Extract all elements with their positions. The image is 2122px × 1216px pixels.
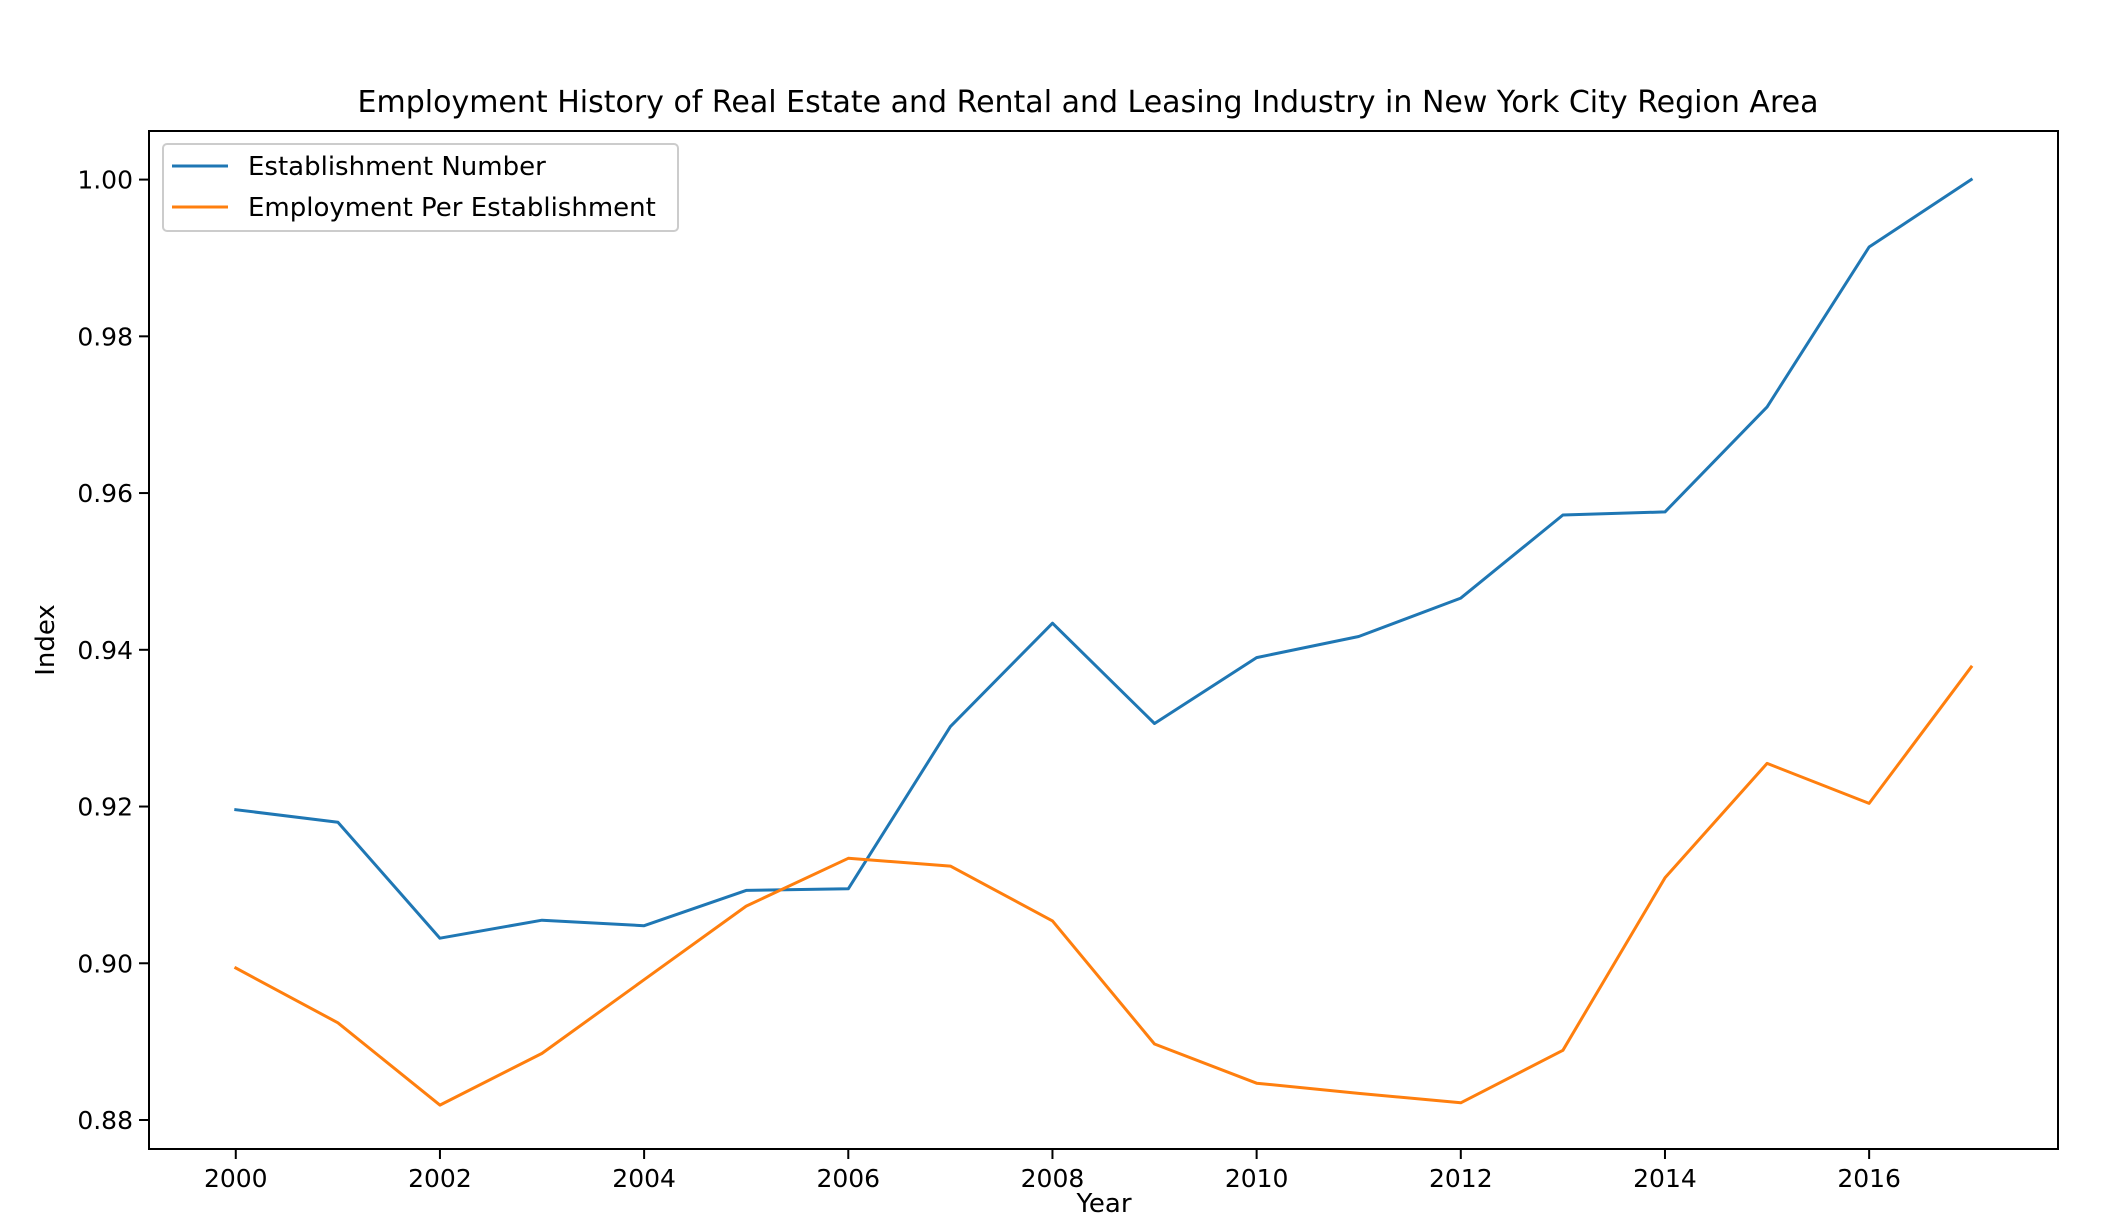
x-axis-label: Year (1075, 1189, 1131, 1216)
x-tick-label: 2006 (816, 1164, 880, 1193)
y-tick-label: 0.88 (77, 1106, 133, 1135)
x-axis: 2000 2002 2004 2006 2008 2010 2012 2014 2016 (204, 1149, 1901, 1193)
legend-label-0: Establishment Number (248, 152, 546, 182)
legend-label-1: Employment Per Establishment (248, 193, 656, 223)
x-tick-label: 2004 (612, 1164, 676, 1193)
x-tick-label: 2002 (408, 1164, 472, 1193)
plot-area (148, 130, 2059, 1150)
y-tick-label: 0.96 (77, 479, 133, 508)
series-line-1 (233, 664, 1974, 1107)
series-line-0 (234, 177, 1974, 940)
y-tick-label: 0.90 (77, 949, 133, 978)
x-tick-label: 2008 (1021, 1164, 1085, 1193)
legend: Establishment Number Employment Per Estab… (162, 143, 679, 232)
x-tick-label: 2010 (1225, 1164, 1289, 1193)
y-axis-label: Index (31, 604, 61, 676)
y-tick-label: 0.94 (77, 636, 133, 665)
x-tick-label: 2012 (1429, 1164, 1493, 1193)
y-tick-label: 0.98 (77, 322, 133, 351)
y-tick-label: 1.00 (77, 166, 133, 195)
y-axis: 0.88 0.90 0.92 0.94 0.96 0.98 1.00 (77, 166, 149, 1135)
x-tick-label: 2016 (1837, 1164, 1901, 1193)
y-tick-label: 0.92 (77, 793, 133, 822)
x-tick-label: 2000 (204, 1164, 268, 1193)
legend-box (162, 143, 679, 232)
x-tick-label: 2014 (1633, 1164, 1697, 1193)
series-layer (233, 177, 1974, 1107)
chart-title: Employment History of Real Estate and Re… (358, 85, 1819, 120)
